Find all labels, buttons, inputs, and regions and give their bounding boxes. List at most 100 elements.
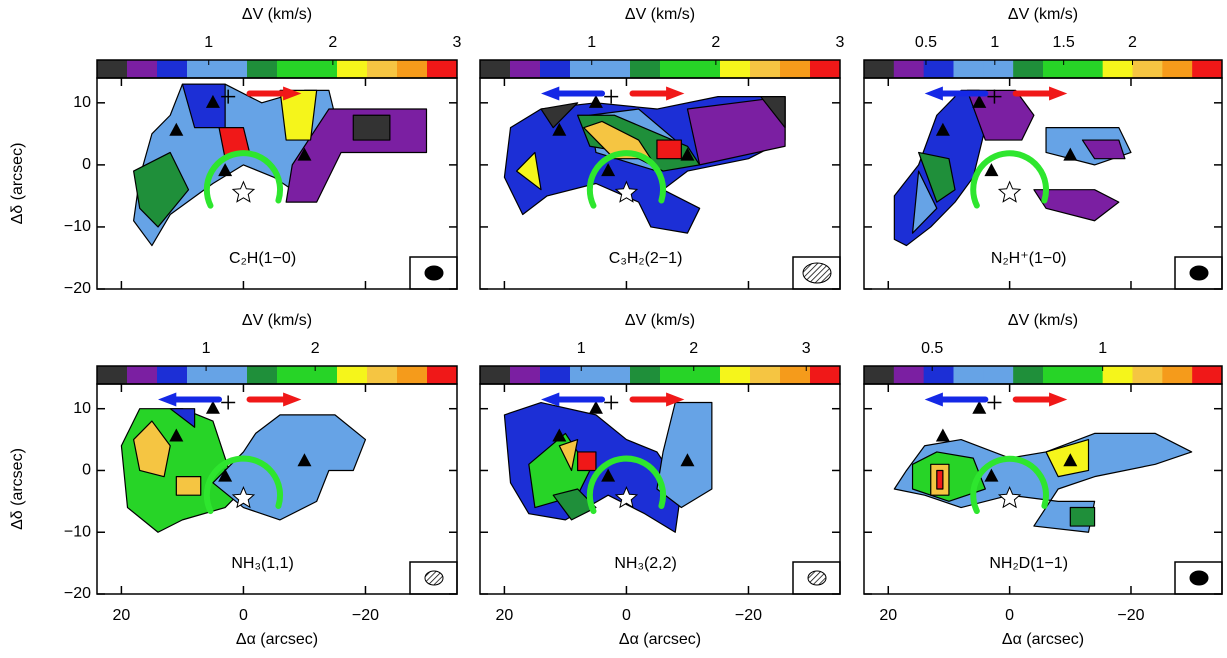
map-image — [503, 392, 713, 533]
outflow-arc — [586, 150, 667, 209]
colorbar-tick-label: 2 — [689, 340, 698, 357]
velocity-patch — [285, 108, 428, 203]
colorbar-segment — [690, 366, 721, 384]
panel: 1 2 3 ΔV (km/s) NH₃(2,2) 20 0 −20 Δα (arcsec) — [479, 312, 841, 648]
beam — [1189, 265, 1209, 281]
triangle-marker — [984, 163, 999, 177]
colorbar-segment — [277, 60, 308, 78]
colorbar-tick-label: 1 — [204, 34, 213, 51]
red-arrow-head — [666, 86, 685, 101]
colorbar-segment — [397, 60, 428, 78]
velocity-patch — [212, 414, 367, 521]
colorbar-segment — [810, 366, 841, 384]
y-tick-label: −20 — [64, 280, 91, 297]
blue-arrow-head — [541, 392, 560, 407]
star — [997, 485, 1022, 509]
x-axis-label: Δα (arcsec) — [619, 631, 701, 648]
red-arrow-head — [1049, 86, 1068, 101]
colorbar-segment — [480, 60, 511, 78]
colorbar-tick-label: 2 — [1128, 34, 1137, 51]
colorbar-segment — [1013, 366, 1044, 384]
velocity-patch — [133, 151, 190, 228]
star — [231, 180, 256, 203]
colorbar-label: ΔV (km/s) — [1008, 6, 1078, 23]
star — [614, 485, 639, 509]
velocity-patch — [279, 89, 318, 141]
colorbar-segment — [127, 60, 158, 78]
colorbar-segment — [893, 366, 925, 384]
colorbar-segment — [864, 366, 895, 384]
colorbar-segment — [923, 60, 954, 78]
colorbar-tick-label: 1 — [202, 340, 211, 357]
colorbar-segment — [690, 60, 721, 78]
x-axis-label: Δα (arcsec) — [236, 631, 318, 648]
colorbar-segment — [157, 366, 188, 384]
colorbar-segment — [97, 60, 128, 78]
frame — [96, 383, 458, 595]
red-arrow-head — [666, 392, 685, 407]
colorbar-tick-label: 2 — [311, 340, 320, 357]
colorbar-tick-label: 1 — [587, 34, 596, 51]
velocity-patch — [133, 420, 171, 478]
triangle-marker — [552, 122, 567, 136]
colorbar-segment — [893, 60, 925, 78]
colorbar-segment — [864, 60, 895, 78]
velocity-patch — [936, 469, 944, 490]
frame — [96, 77, 458, 290]
velocity-patch — [656, 401, 713, 509]
colorbar-segment — [187, 60, 218, 78]
colorbar-segment — [810, 60, 841, 78]
velocity-patch — [918, 151, 956, 203]
colorbar-segment — [1162, 60, 1193, 78]
colorbar-segment — [953, 60, 984, 78]
frame — [479, 383, 841, 595]
triangle-marker — [935, 122, 950, 136]
colorbar-segment — [307, 60, 338, 78]
colorbar-segment — [953, 366, 984, 384]
blue-arrow-head — [158, 392, 177, 407]
red-arrow-head — [283, 86, 302, 101]
colorbar-segment — [1132, 60, 1163, 78]
colorbar-label: ΔV (km/s) — [242, 6, 312, 23]
map-image — [893, 392, 1193, 533]
velocity-patch — [966, 89, 1035, 141]
x-tick-label: 20 — [879, 607, 897, 624]
y-axis-label: Δδ (arcsec) — [9, 448, 26, 530]
velocity-patch — [911, 170, 938, 234]
colorbar-segment — [1192, 366, 1223, 384]
colorbar-segment — [367, 60, 398, 78]
colorbar-tick-label: 3 — [836, 34, 845, 51]
colorbar-segment — [600, 60, 631, 78]
outflow-arc — [586, 455, 667, 515]
triangle-marker — [169, 122, 184, 136]
star — [997, 180, 1022, 203]
y-tick-label: 0 — [82, 156, 91, 173]
triangle-marker — [297, 453, 312, 467]
colorbar-segment — [247, 366, 278, 384]
colorbar-segment — [367, 366, 398, 384]
velocity-patch — [1033, 189, 1120, 222]
x-tick-label: 0 — [622, 607, 631, 624]
y-tick-label: −10 — [64, 523, 91, 540]
colorbar-tick-label: 3 — [453, 34, 462, 51]
panel-label: N₂H⁺(1−0) — [991, 250, 1067, 267]
colorbar-segment — [1192, 60, 1223, 78]
y-axis-label: Δδ (arcsec) — [9, 143, 26, 225]
triangle-marker — [601, 468, 616, 482]
triangle-marker — [680, 453, 695, 467]
colorbar-tick-label: 0.5 — [915, 34, 937, 51]
panel-label: NH₃(2,2) — [614, 555, 677, 572]
colorbar-segment — [1072, 366, 1104, 384]
colorbar-segment — [570, 60, 601, 78]
colorbar-segment — [540, 366, 571, 384]
velocity-patch — [583, 120, 652, 160]
triangle-marker — [552, 428, 567, 442]
cross-marker — [604, 89, 619, 104]
star — [614, 180, 639, 203]
triangle-marker — [588, 400, 603, 414]
outflow-arc — [970, 455, 1050, 515]
colorbar-segment — [97, 366, 128, 384]
y-tick-label: −20 — [64, 585, 91, 602]
colorbar-tick-label: 2 — [328, 34, 337, 51]
